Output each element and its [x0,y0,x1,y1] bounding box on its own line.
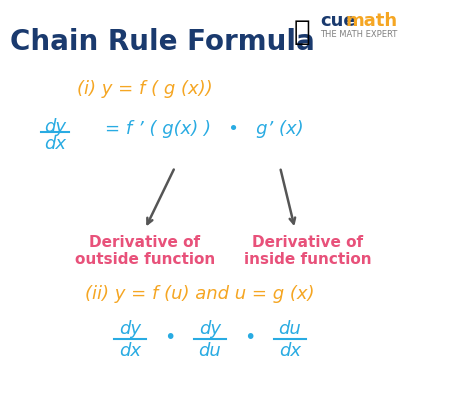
Text: Derivative of: Derivative of [90,234,201,249]
Text: (i) y = f ( g (x)): (i) y = f ( g (x)) [77,80,213,98]
Text: du: du [279,319,301,337]
Text: •: • [244,327,255,346]
Text: dx: dx [119,341,141,359]
Text: du: du [199,341,221,359]
Text: 🚀: 🚀 [294,18,310,46]
Text: (ii) y = f (u) and u = g (x): (ii) y = f (u) and u = g (x) [85,284,315,302]
Text: outside function: outside function [75,252,215,266]
Text: Chain Rule Formula: Chain Rule Formula [10,28,315,56]
Text: dy: dy [199,319,221,337]
Text: dx: dx [44,135,66,153]
Text: = f ’ ( g(x) )   •   g’ (x): = f ’ ( g(x) ) • g’ (x) [105,120,304,138]
Text: cue: cue [320,12,356,30]
Text: dy: dy [119,319,141,337]
Text: •: • [164,327,176,346]
Text: dx: dx [279,341,301,359]
Text: THE MATH EXPERT: THE MATH EXPERT [320,30,397,39]
Text: math: math [346,12,398,30]
Text: inside function: inside function [244,252,372,266]
Text: Derivative of: Derivative of [253,234,364,249]
Text: dy: dy [44,118,66,136]
